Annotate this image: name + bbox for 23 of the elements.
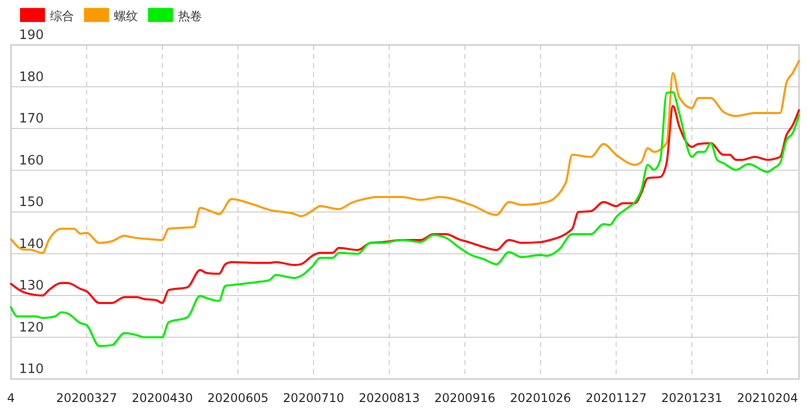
x-tick-label: 20201127 — [586, 391, 647, 405]
y-tick-label: 120 — [19, 320, 44, 336]
y-tick-label: 180 — [19, 70, 44, 85]
legend-label: 热卷 — [178, 9, 202, 23]
x-tick-label: 20200605 — [207, 391, 268, 405]
y-tick-label: 170 — [19, 112, 44, 126]
y-tick-label: 150 — [19, 195, 44, 210]
x-tick-label: 20201026 — [510, 391, 572, 405]
y-tick-label: 110 — [19, 362, 44, 377]
x-tick-label: 20210204 — [736, 391, 798, 405]
x-tick-label: 20201231 — [661, 391, 722, 405]
x-tick-label: 20200710 — [283, 391, 344, 405]
x-tick-label: 20200813 — [358, 391, 420, 405]
y-tick-label: 140 — [19, 236, 44, 252]
legend-label: 螺纹 — [114, 9, 138, 23]
x-tick-label: 4 — [7, 391, 15, 405]
x-tick-label: 20200916 — [434, 391, 496, 405]
y-tick-label: 130 — [19, 278, 44, 294]
y-tick-label: 190 — [19, 28, 44, 43]
legend-label: 综合 — [50, 9, 74, 23]
x-tick-label: 20200327 — [56, 391, 118, 405]
y-tick-label: 160 — [19, 153, 44, 168]
x-tick-label: 20200430 — [132, 391, 193, 405]
